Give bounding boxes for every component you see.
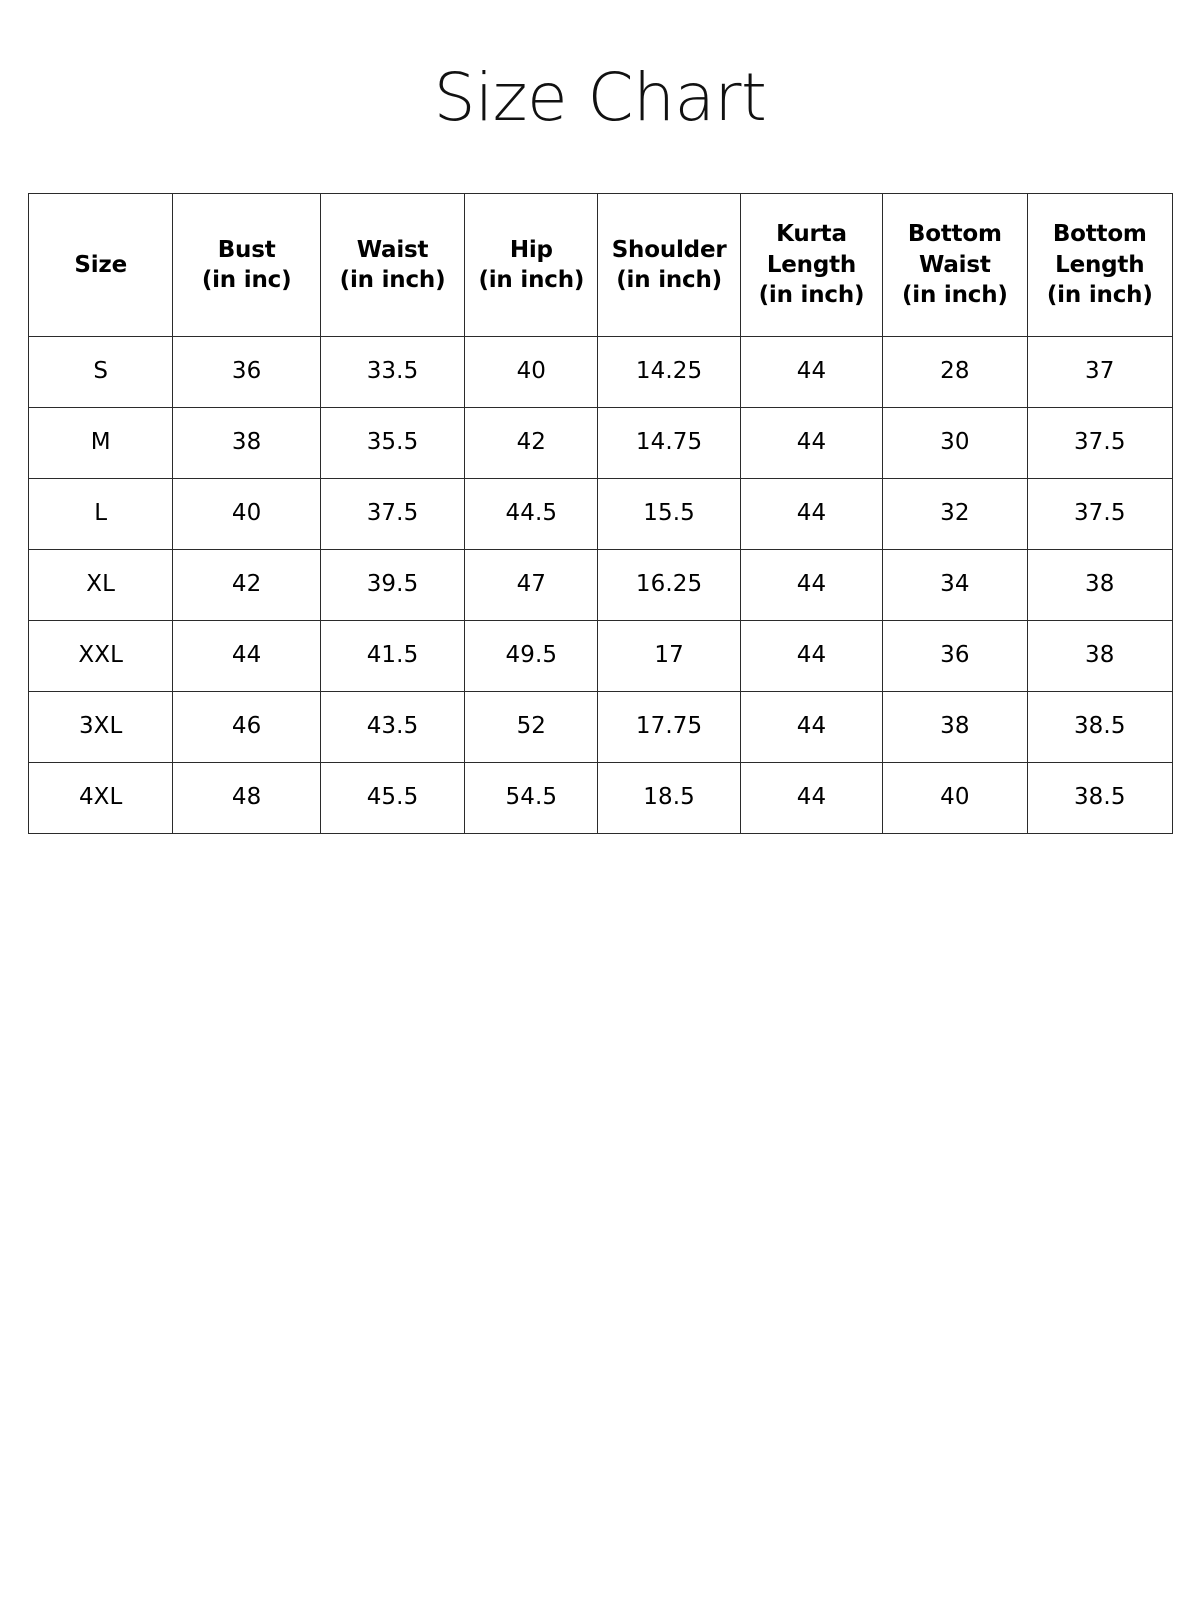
- cell-shoulder: 14.25: [597, 336, 741, 408]
- cell-waist: 45.5: [319, 762, 466, 834]
- cell-bottom-length: 38.5: [1026, 691, 1174, 763]
- cell-kurta-length: 44: [739, 407, 884, 479]
- cell-bottom-length: 38: [1026, 620, 1174, 692]
- cell-hip: 49.5: [464, 620, 599, 692]
- cell-bottom-waist: 28: [882, 336, 1028, 408]
- cell-waist: 43.5: [319, 691, 466, 763]
- cell-hip: 52: [464, 691, 599, 763]
- cell-bottom-length: 37.5: [1026, 478, 1174, 550]
- cell-bottom-length: 37.5: [1026, 407, 1174, 479]
- table-row: S 36 33.5 40 14.25 44 28 37: [27, 336, 1174, 408]
- cell-bottom-waist: 40: [882, 762, 1028, 834]
- cell-bust: 42: [172, 549, 321, 621]
- column-header-size: Size: [27, 193, 174, 337]
- cell-bust: 46: [172, 691, 321, 763]
- header-line-1: Hip: [509, 236, 553, 263]
- cell-bottom-length: 37: [1026, 336, 1174, 408]
- header-line-2: Length: [1055, 251, 1145, 278]
- cell-kurta-length: 44: [739, 762, 884, 834]
- cell-bottom-waist: 36: [882, 620, 1028, 692]
- cell-shoulder: 18.5: [597, 762, 741, 834]
- cell-size: 4XL: [27, 762, 174, 834]
- cell-shoulder: 17.75: [597, 691, 741, 763]
- cell-bottom-waist: 32: [882, 478, 1028, 550]
- table-header: Size Bust (in inc) Waist (in inch) Hip (…: [27, 193, 1174, 337]
- cell-shoulder: 14.75: [597, 407, 741, 479]
- table-row: 4XL 48 45.5 54.5 18.5 44 40 38.5: [27, 762, 1174, 834]
- column-header-bottom-length: Bottom Length (in inch): [1026, 193, 1174, 337]
- cell-bottom-waist: 38: [882, 691, 1028, 763]
- cell-shoulder: 17: [597, 620, 741, 692]
- cell-bottom-length: 38.5: [1026, 762, 1174, 834]
- cell-size: L: [27, 478, 174, 550]
- header-line-1: Bottom: [1052, 221, 1147, 248]
- cell-size: S: [27, 336, 174, 408]
- cell-hip: 47: [464, 549, 599, 621]
- header-line-2: (in inch): [339, 267, 446, 293]
- column-header-bottom-waist: Bottom Waist (in inch): [882, 193, 1028, 337]
- header-row: Size Bust (in inc) Waist (in inch) Hip (…: [27, 193, 1174, 337]
- cell-waist: 35.5: [319, 407, 466, 479]
- size-chart-table-container: Size Bust (in inc) Waist (in inch) Hip (…: [27, 193, 1174, 834]
- table-row: XL 42 39.5 47 16.25 44 34 38: [27, 549, 1174, 621]
- header-line-1: Waist: [356, 236, 429, 263]
- table-row: XXL 44 41.5 49.5 17 44 36 38: [27, 620, 1174, 692]
- header-line-2: (in inch): [616, 267, 722, 293]
- cell-bust: 36: [172, 336, 321, 408]
- cell-waist: 41.5: [319, 620, 466, 692]
- header-line-1: Shoulder: [611, 236, 727, 263]
- header-line-3: (in inch): [758, 282, 865, 309]
- column-header-hip: Hip (in inch): [464, 193, 599, 337]
- cell-kurta-length: 44: [739, 549, 884, 621]
- column-header-shoulder: Shoulder (in inch): [597, 193, 741, 337]
- page-title: Size Chart: [433, 59, 767, 136]
- header-line-2: (in inc): [201, 267, 292, 293]
- cell-bottom-waist: 30: [882, 407, 1028, 479]
- header-line-2: Waist: [919, 251, 991, 278]
- cell-kurta-length: 44: [739, 691, 884, 763]
- cell-kurta-length: 44: [739, 478, 884, 550]
- cell-waist: 33.5: [319, 336, 466, 408]
- size-chart-table: Size Bust (in inc) Waist (in inch) Hip (…: [27, 193, 1174, 834]
- cell-hip: 44.5: [464, 478, 599, 550]
- header-line-1: Kurta: [776, 221, 847, 248]
- column-header-bust: Bust (in inc): [172, 193, 321, 337]
- table-row: M 38 35.5 42 14.75 44 30 37.5: [27, 407, 1174, 479]
- cell-bottom-waist: 34: [882, 549, 1028, 621]
- cell-shoulder: 16.25: [597, 549, 741, 621]
- table-row: L 40 37.5 44.5 15.5 44 32 37.5: [27, 478, 1174, 550]
- header-line-1: Bust: [217, 236, 276, 263]
- cell-kurta-length: 44: [739, 336, 884, 408]
- header-line-1: Bottom: [907, 221, 1002, 248]
- cell-waist: 39.5: [319, 549, 466, 621]
- cell-waist: 37.5: [319, 478, 466, 550]
- header-line-2: (in inch): [478, 267, 585, 293]
- cell-size: 3XL: [27, 691, 174, 763]
- cell-bust: 38: [172, 407, 321, 479]
- column-header-kurta-length: Kurta Length (in inch): [739, 193, 884, 337]
- cell-bust: 48: [172, 762, 321, 834]
- cell-kurta-length: 44: [739, 620, 884, 692]
- cell-hip: 42: [464, 407, 599, 479]
- cell-size: XXL: [27, 620, 174, 692]
- cell-size: M: [27, 407, 174, 479]
- header-line-1: Size: [74, 251, 128, 278]
- cell-bottom-length: 38: [1026, 549, 1174, 621]
- table-row: 3XL 46 43.5 52 17.75 44 38 38.5: [27, 691, 1174, 763]
- cell-bust: 40: [172, 478, 321, 550]
- cell-shoulder: 15.5: [597, 478, 741, 550]
- cell-hip: 40: [464, 336, 599, 408]
- header-line-3: (in inch): [1046, 282, 1153, 309]
- header-line-2: Length: [766, 251, 857, 278]
- cell-hip: 54.5: [464, 762, 599, 834]
- cell-bust: 44: [172, 620, 321, 692]
- column-header-waist: Waist (in inch): [319, 193, 466, 337]
- header-line-3: (in inch): [901, 282, 1008, 309]
- table-body: S 36 33.5 40 14.25 44 28 37 M 38 35.5 42…: [27, 336, 1174, 834]
- cell-size: XL: [27, 549, 174, 621]
